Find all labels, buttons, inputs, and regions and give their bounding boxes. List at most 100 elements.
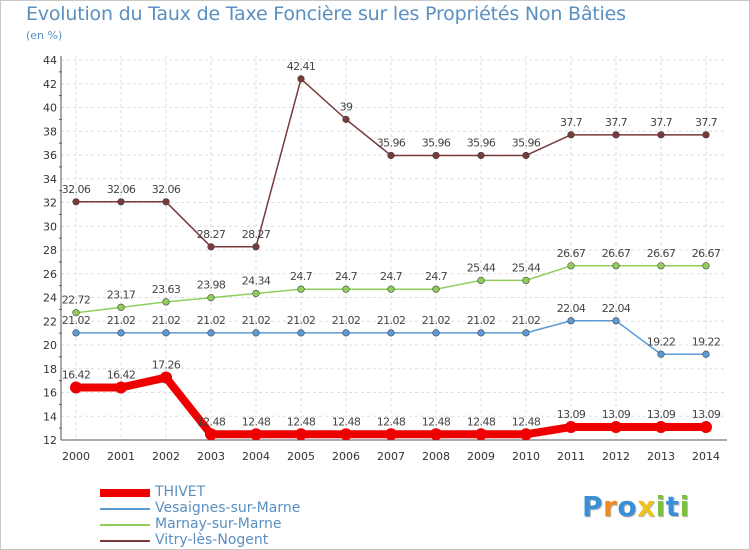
data-label: 23.63 xyxy=(152,283,181,296)
data-point xyxy=(342,115,350,123)
data-label: 24.7 xyxy=(380,270,403,283)
data-label: 13.09 xyxy=(647,408,676,421)
logo-letter: r xyxy=(603,490,618,523)
data-label: 26.67 xyxy=(647,247,676,260)
data-label: 26.67 xyxy=(602,247,631,260)
x-tick-label: 2014 xyxy=(692,450,720,463)
data-point xyxy=(72,198,80,206)
data-label: 21.02 xyxy=(197,314,226,327)
x-tick-label: 2013 xyxy=(647,450,675,463)
data-label: 24.7 xyxy=(335,270,358,283)
data-label: 12.48 xyxy=(197,415,226,428)
x-tick-label: 2001 xyxy=(107,450,135,463)
legend-label-vesaignes: Vesaignes-sur-Marne xyxy=(155,500,301,516)
data-point xyxy=(475,428,487,441)
data-point xyxy=(700,421,712,434)
data-point xyxy=(295,428,307,441)
data-label: 35.96 xyxy=(377,136,406,149)
legend: THIVET Vesaignes-sur-Marne Marnay-sur-Ma… xyxy=(100,484,360,549)
data-label: 21.02 xyxy=(287,314,316,327)
legend-item-vesaignes: Vesaignes-sur-Marne xyxy=(100,500,360,517)
data-point xyxy=(387,285,395,293)
data-label: 37.7 xyxy=(560,116,583,129)
data-point xyxy=(432,151,440,160)
data-point xyxy=(702,131,710,139)
data-point xyxy=(477,329,485,337)
data-point xyxy=(342,285,350,293)
y-tick-label: 24 xyxy=(43,292,57,305)
data-point xyxy=(522,276,530,285)
data-point xyxy=(612,317,620,325)
y-tick-label: 14 xyxy=(43,410,57,423)
x-tick-label: 2005 xyxy=(287,450,315,463)
chart-title: Evolution du Taux de Taxe Foncière sur l… xyxy=(26,3,626,25)
y-tick-label: 40 xyxy=(43,102,57,115)
logo-letter: x xyxy=(637,490,656,523)
x-tick-label: 2009 xyxy=(467,450,495,463)
data-point xyxy=(432,329,440,337)
x-tick-label: 2008 xyxy=(422,450,450,463)
data-label: 32.06 xyxy=(152,183,181,196)
logo-letter: P xyxy=(582,490,604,523)
chart-subtitle: (en %) xyxy=(26,29,63,42)
data-label: 21.02 xyxy=(422,314,451,327)
x-tick-label: 2012 xyxy=(602,450,630,463)
data-label: 22.04 xyxy=(602,302,631,315)
y-tick-label: 36 xyxy=(43,149,57,162)
data-point xyxy=(612,131,620,139)
data-label: 39 xyxy=(340,100,353,113)
data-label: 35.96 xyxy=(467,136,496,149)
data-label: 28.27 xyxy=(242,228,271,241)
data-label: 21.02 xyxy=(332,314,361,327)
data-label: 24.34 xyxy=(242,274,271,287)
data-label: 12.48 xyxy=(377,415,406,428)
data-point xyxy=(162,198,170,206)
data-point xyxy=(252,243,260,251)
data-label: 32.06 xyxy=(62,183,91,196)
data-point xyxy=(522,329,530,337)
data-point xyxy=(162,298,170,306)
legend-swatch-thivet xyxy=(100,489,150,497)
data-point xyxy=(387,329,395,337)
proxiti-logo: Proxiti xyxy=(582,490,690,523)
legend-label-marnay: Marnay-sur-Marne xyxy=(155,516,282,532)
data-label: 12.48 xyxy=(422,415,451,428)
data-point xyxy=(207,294,215,302)
data-point xyxy=(297,329,305,337)
data-point xyxy=(565,421,577,434)
data-label: 23.98 xyxy=(197,279,226,292)
y-tick-label: 26 xyxy=(43,268,57,281)
logo-letter: o xyxy=(617,490,638,523)
data-label: 13.09 xyxy=(557,408,586,421)
data-label: 19.22 xyxy=(692,335,721,348)
data-label: 23.17 xyxy=(107,288,136,301)
legend-swatch-vesaignes xyxy=(100,508,150,510)
data-label: 12.48 xyxy=(332,415,361,428)
data-label: 26.67 xyxy=(692,247,721,260)
data-point xyxy=(117,329,125,337)
data-label: 21.02 xyxy=(62,314,91,327)
data-point xyxy=(297,285,305,293)
legend-swatch-vitry xyxy=(100,540,150,542)
data-label: 13.09 xyxy=(602,408,631,421)
data-point xyxy=(520,428,532,441)
data-point xyxy=(567,131,575,139)
y-tick-label: 42 xyxy=(43,78,57,91)
data-point xyxy=(70,381,82,394)
data-point xyxy=(657,350,665,358)
data-point xyxy=(297,75,305,83)
data-point xyxy=(207,243,215,251)
legend-item-vitry: Vitry-lès-Nogent xyxy=(100,532,360,549)
legend-swatch-marnay xyxy=(100,524,150,526)
data-label: 42.41 xyxy=(287,60,316,73)
data-point xyxy=(657,131,665,139)
data-label: 37.7 xyxy=(605,116,628,129)
data-point xyxy=(72,309,80,317)
data-point xyxy=(430,428,442,441)
x-tick-label: 2006 xyxy=(332,450,360,463)
data-label: 16.42 xyxy=(107,369,136,382)
y-tick-label: 12 xyxy=(43,434,57,447)
x-tick-label: 2003 xyxy=(197,450,225,463)
data-label: 25.44 xyxy=(512,261,541,274)
y-tick-label: 18 xyxy=(43,363,57,376)
